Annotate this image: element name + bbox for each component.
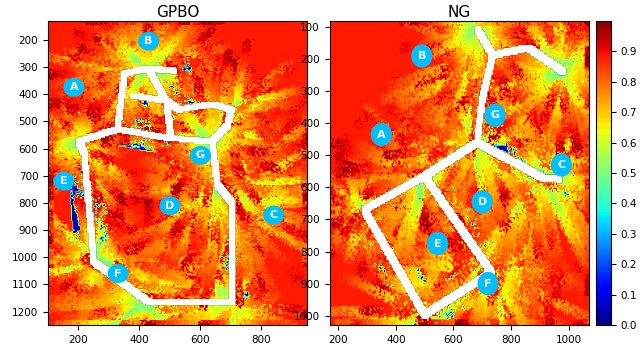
Circle shape — [64, 79, 84, 96]
Text: D: D — [165, 201, 175, 211]
Circle shape — [472, 191, 492, 213]
Circle shape — [191, 147, 211, 164]
Text: G: G — [196, 150, 205, 160]
Text: C: C — [269, 210, 278, 220]
Circle shape — [54, 172, 74, 190]
Text: D: D — [477, 197, 487, 207]
Title: GPBO: GPBO — [156, 4, 199, 20]
Text: A: A — [70, 82, 78, 92]
Circle shape — [552, 154, 572, 176]
Text: A: A — [377, 129, 386, 139]
Text: E: E — [434, 238, 442, 248]
Text: B: B — [145, 36, 153, 46]
Circle shape — [108, 265, 128, 282]
Circle shape — [372, 124, 391, 146]
Text: C: C — [557, 160, 566, 170]
Circle shape — [478, 273, 498, 294]
Circle shape — [139, 33, 159, 50]
Text: E: E — [60, 176, 68, 186]
Title: NG: NG — [447, 4, 471, 20]
Circle shape — [428, 233, 447, 254]
Text: B: B — [417, 51, 426, 61]
Circle shape — [485, 104, 505, 126]
Text: G: G — [491, 110, 500, 120]
Text: F: F — [115, 268, 122, 279]
Circle shape — [160, 197, 180, 215]
Circle shape — [412, 45, 431, 67]
Text: F: F — [484, 279, 492, 289]
Circle shape — [264, 206, 284, 224]
